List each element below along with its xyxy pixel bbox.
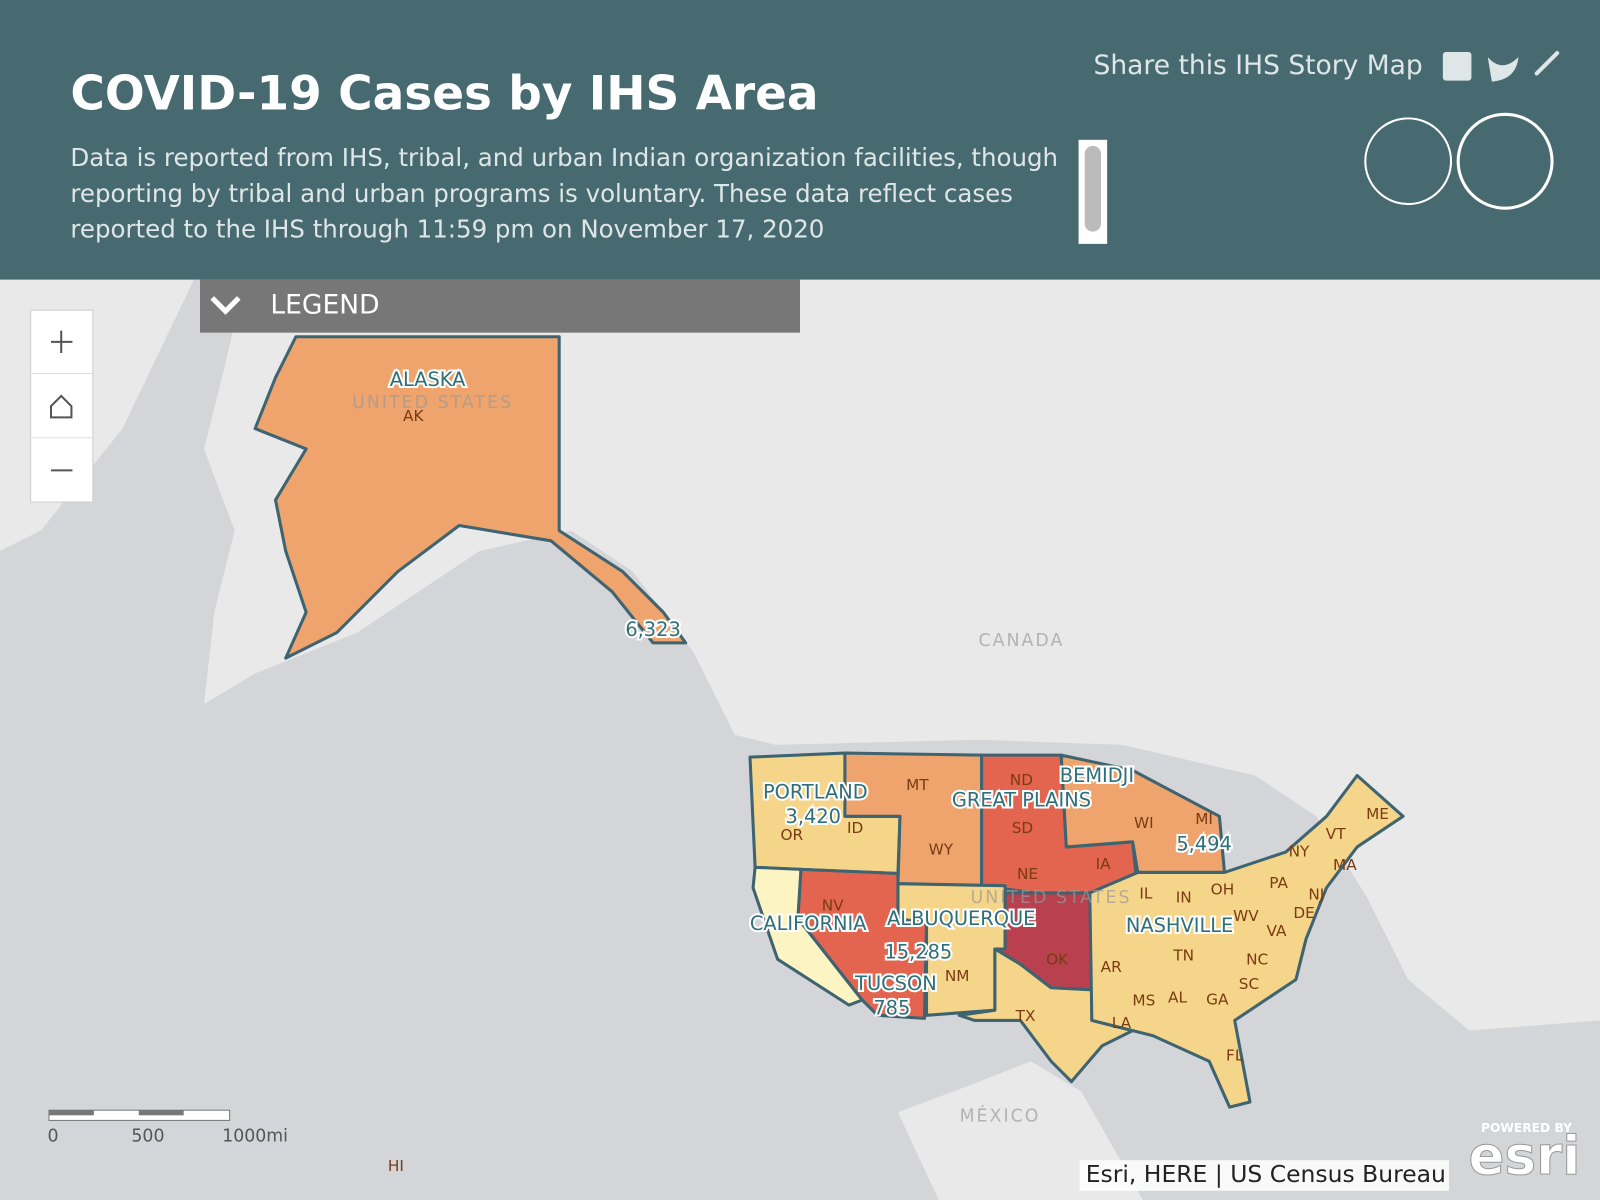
country-label: MÉXICO xyxy=(960,1104,1041,1126)
state-label: NJ xyxy=(1308,885,1324,903)
scale-label: 0 xyxy=(48,1127,59,1147)
share-label: Share this IHS Story Map xyxy=(1094,50,1423,81)
area-name: ALBUQUERQUE xyxy=(887,907,1035,930)
state-label: IN xyxy=(1176,888,1192,906)
state-label: FL xyxy=(1226,1047,1244,1065)
area-cases: 785 xyxy=(873,997,910,1020)
state-label: NC xyxy=(1246,951,1268,969)
region-texas xyxy=(957,947,1135,1084)
state-label: NV xyxy=(822,897,844,915)
twitter-icon[interactable] xyxy=(1487,57,1519,82)
area-name: CALIFORNIA xyxy=(750,912,867,935)
state-label: AL xyxy=(1168,988,1187,1006)
state-label: GA xyxy=(1206,991,1229,1009)
state-label: NY xyxy=(1289,843,1310,861)
legend-title: LEGEND xyxy=(270,290,379,321)
state-label: SC xyxy=(1239,975,1259,993)
zoom-in[interactable] xyxy=(51,330,73,354)
area-name: GREAT PLAINS xyxy=(952,789,1091,812)
state-label: OH xyxy=(1211,880,1235,898)
area-cases: 5,494 xyxy=(1176,832,1231,855)
state-label: TX xyxy=(1015,1007,1036,1025)
scroll-thumb[interactable] xyxy=(1084,145,1102,232)
scale-label: 1000mi xyxy=(222,1127,288,1147)
state-label: OR xyxy=(781,826,804,844)
attribution: Esri, HERE | US Census Bureau xyxy=(1086,1160,1446,1188)
state-label: OK xyxy=(1046,951,1069,969)
state-label: AR xyxy=(1101,958,1122,976)
scale-seg xyxy=(48,1110,94,1116)
area-name: ALASKA xyxy=(390,368,466,391)
area-cases: 3,420 xyxy=(786,805,841,828)
state-label: NM xyxy=(945,967,970,985)
state-label: TN xyxy=(1172,947,1194,965)
attribution-bg xyxy=(1079,1160,1449,1191)
state-label: VA xyxy=(1267,922,1287,940)
state-label: PA xyxy=(1269,874,1288,892)
area-name: PORTLAND xyxy=(763,780,868,803)
description-line: Data is reported from IHS, tribal, and u… xyxy=(70,143,1058,172)
state-label: MS xyxy=(1132,992,1155,1010)
state-label: ME xyxy=(1366,805,1389,823)
state-label: ND xyxy=(1010,771,1033,789)
state-label: WV xyxy=(1233,907,1259,925)
region-alaska xyxy=(253,335,688,660)
scale-seg xyxy=(138,1110,184,1116)
state-label: IL xyxy=(1139,884,1153,902)
state-label: DE xyxy=(1293,904,1314,922)
link-icon[interactable] xyxy=(1534,51,1560,76)
title: COVID-19 Cases by IHS Area xyxy=(70,66,818,121)
state-label: MI xyxy=(1195,810,1213,828)
state-label: LA xyxy=(1112,1014,1132,1032)
country-label: UNITED STATES xyxy=(971,888,1132,908)
header xyxy=(0,0,1600,280)
esri-logo: esri xyxy=(1469,1125,1581,1187)
country-label: UNITED STATES xyxy=(352,393,513,413)
state-label: HI xyxy=(388,1157,404,1175)
facebook-icon[interactable] xyxy=(1442,52,1472,81)
chevron xyxy=(210,296,241,315)
state-label: WY xyxy=(929,841,954,859)
state-label: SD xyxy=(1012,819,1033,837)
area-name: NASHVILLE xyxy=(1126,914,1233,937)
state-label: MA xyxy=(1333,856,1357,874)
area-name: TUCSON xyxy=(854,972,937,995)
area-cases: 6,323 xyxy=(625,618,680,641)
legend-toggle[interactable] xyxy=(200,279,800,333)
country-label: CANADA xyxy=(978,631,1064,651)
state-label: ID xyxy=(847,819,863,837)
state-label: AK xyxy=(403,407,424,425)
state-label: MT xyxy=(906,776,929,794)
home-button[interactable] xyxy=(50,394,73,419)
state-label: WI xyxy=(1134,814,1154,832)
description-line: reported to the IHS through 11:59 pm on … xyxy=(70,215,824,244)
area-cases: 15,285 xyxy=(884,941,952,964)
hhs-logo xyxy=(1364,117,1453,206)
scale-label: 500 xyxy=(131,1127,164,1147)
area-name: BEMIDJI xyxy=(1060,764,1134,787)
state-label: IA xyxy=(1096,855,1112,873)
region-nashville xyxy=(1088,773,1405,1109)
ihs-logo xyxy=(1456,112,1554,210)
powered-by: POWERED BY xyxy=(1481,1121,1572,1135)
state-label: NE xyxy=(1017,865,1038,883)
description-line: reporting by tribal and urban programs i… xyxy=(70,179,1013,208)
state-label: VT xyxy=(1326,825,1346,843)
